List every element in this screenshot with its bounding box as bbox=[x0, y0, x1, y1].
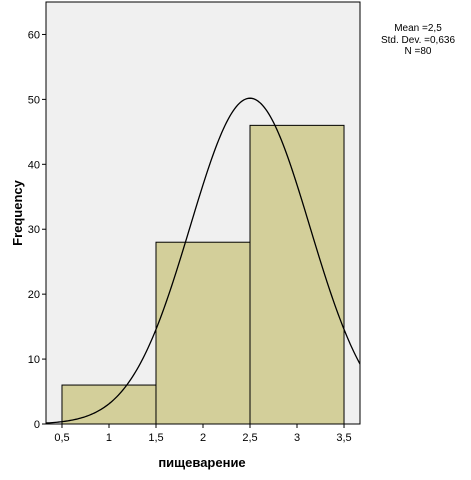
y-tick-label: 50 bbox=[28, 94, 40, 106]
y-tick-label: 20 bbox=[28, 289, 40, 301]
y-tick-label: 10 bbox=[28, 354, 40, 366]
stat-n: N =80 bbox=[405, 46, 432, 57]
x-tick-label: 3,5 bbox=[336, 432, 351, 444]
histogram-bar bbox=[249, 124, 345, 425]
stat-mean: Mean =2,5 bbox=[394, 23, 442, 34]
x-tick-label: 1 bbox=[106, 432, 112, 444]
histogram-bars bbox=[61, 124, 345, 425]
x-tick-label: 3 bbox=[294, 432, 300, 444]
y-tick-label: 40 bbox=[28, 159, 40, 171]
x-tick-label: 1,5 bbox=[148, 432, 163, 444]
y-axis-ticks: 0 10 20 30 40 50 60 bbox=[28, 29, 46, 431]
x-axis-ticks: 0,5 1 1,5 2 2,5 3 3,5 bbox=[54, 424, 352, 444]
x-tick-label: 2,5 bbox=[242, 432, 257, 444]
histogram-bar bbox=[155, 241, 251, 425]
x-tick-label: 2 bbox=[200, 432, 206, 444]
stats-legend: Mean =2,5 Std. Dev. =0,636 N =80 bbox=[381, 23, 455, 57]
y-tick-label: 30 bbox=[28, 224, 40, 236]
x-axis-title: пищеварение bbox=[158, 455, 245, 470]
y-tick-label: 0 bbox=[34, 419, 40, 431]
stat-std-dev: Std. Dev. =0,636 bbox=[381, 35, 455, 46]
x-tick-label: 0,5 bbox=[54, 432, 69, 444]
y-tick-label: 60 bbox=[28, 29, 40, 41]
y-axis-title: Frequency bbox=[10, 179, 25, 246]
normal-curve bbox=[45, 97, 361, 424]
